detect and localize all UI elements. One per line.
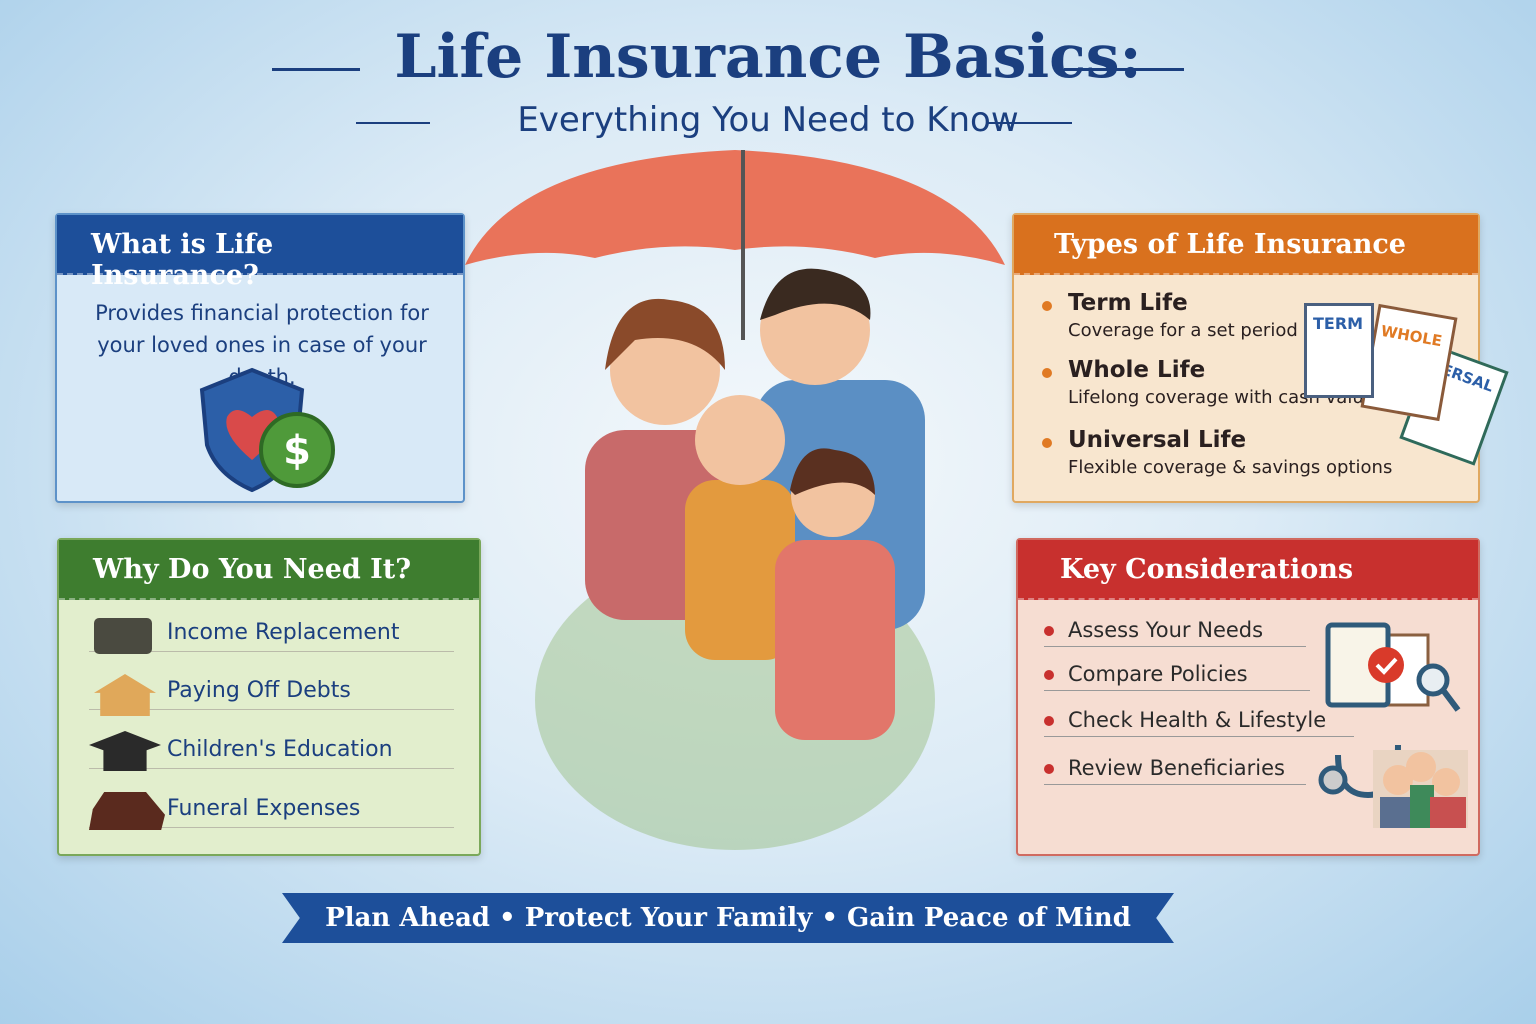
briefcase-icon [94, 618, 152, 654]
bullet [1044, 626, 1054, 636]
key-item-label: Review Beneficiaries [1068, 756, 1285, 780]
key-header: Key Considerations [1018, 540, 1478, 600]
why-item-label: Paying Off Debts [167, 678, 351, 703]
key-item: Check Health & Lifestyle [1044, 708, 1354, 737]
title-rule-right [1064, 68, 1184, 71]
why-item-label: Income Replacement [167, 620, 400, 645]
what-is-card: What is Life Insurance? Provides financi… [55, 213, 465, 503]
key-illustrations [1318, 622, 1468, 828]
family-umbrella-illustration [465, 150, 1005, 850]
page-subtitle: Everything You Need to Know [517, 100, 1019, 140]
type-name: Whole Life [1068, 357, 1206, 383]
shield-heart-dollar-icon: $ [199, 367, 335, 493]
why-item-funeral: Funeral Expenses [89, 792, 454, 830]
key-item: Review Beneficiaries [1044, 756, 1306, 785]
why-item-income: Income Replacement [89, 618, 454, 654]
type-name: Term Life [1068, 290, 1188, 316]
subtitle-rule-right [988, 122, 1072, 124]
type-whole: Whole Life Lifelong coverage with cash va… [1042, 357, 1375, 408]
why-item-label: Children's Education [167, 737, 393, 762]
key-card: Key Considerations Assess Your Needs Com… [1016, 538, 1480, 856]
svg-text:$: $ [283, 428, 311, 474]
bullet [1042, 367, 1052, 378]
type-universal: Universal Life Flexible coverage & saving… [1042, 427, 1392, 478]
why-header: Why Do You Need It? [59, 540, 479, 600]
type-desc: Flexible coverage & savings options [1068, 457, 1393, 478]
key-item: Assess Your Needs [1044, 618, 1306, 647]
why-item-education: Children's Education [89, 731, 454, 771]
term-document-icon: TERM [1304, 303, 1374, 398]
title-rule-left [272, 68, 360, 71]
subtitle-rule-left [356, 122, 430, 124]
type-desc: Lifelong coverage with cash value [1068, 387, 1375, 408]
son [685, 480, 795, 660]
key-item-label: Compare Policies [1068, 662, 1248, 686]
key-item: Compare Policies [1044, 662, 1310, 691]
bullet [1044, 670, 1054, 680]
bullet [1042, 300, 1052, 311]
graduation-cap-icon [89, 731, 161, 771]
why-item-debts: Paying Off Debts [89, 674, 454, 716]
types-card: Types of Life Insurance Term Life Coverag… [1012, 213, 1509, 503]
type-desc: Coverage for a set period [1068, 320, 1298, 341]
key-item-label: Assess Your Needs [1068, 618, 1264, 642]
daughter [775, 540, 895, 740]
house-icon [94, 674, 156, 716]
why-item-label: Funeral Expenses [167, 796, 361, 821]
bullet [1044, 716, 1054, 726]
type-name: Universal Life [1068, 427, 1247, 453]
types-header: Types of Life Insurance [1014, 215, 1478, 275]
bullet [1042, 437, 1052, 448]
magnifier-icon [1416, 663, 1450, 697]
bullet [1044, 764, 1054, 774]
umbrella-icon [465, 150, 1005, 265]
type-term: Term Life Coverage for a set period [1042, 290, 1298, 341]
footer-banner: Plan Ahead • Protect Your Family • Gain … [282, 893, 1174, 943]
what-is-header: What is Life Insurance? [57, 215, 463, 291]
why-card: Why Do You Need It? Income Replacement P… [57, 538, 481, 856]
key-item-label: Check Health & Lifestyle [1068, 708, 1327, 732]
checkmark-icon [1368, 647, 1404, 683]
casket-icon [89, 792, 165, 830]
page-title: Life Insurance Basics: [394, 22, 1142, 92]
